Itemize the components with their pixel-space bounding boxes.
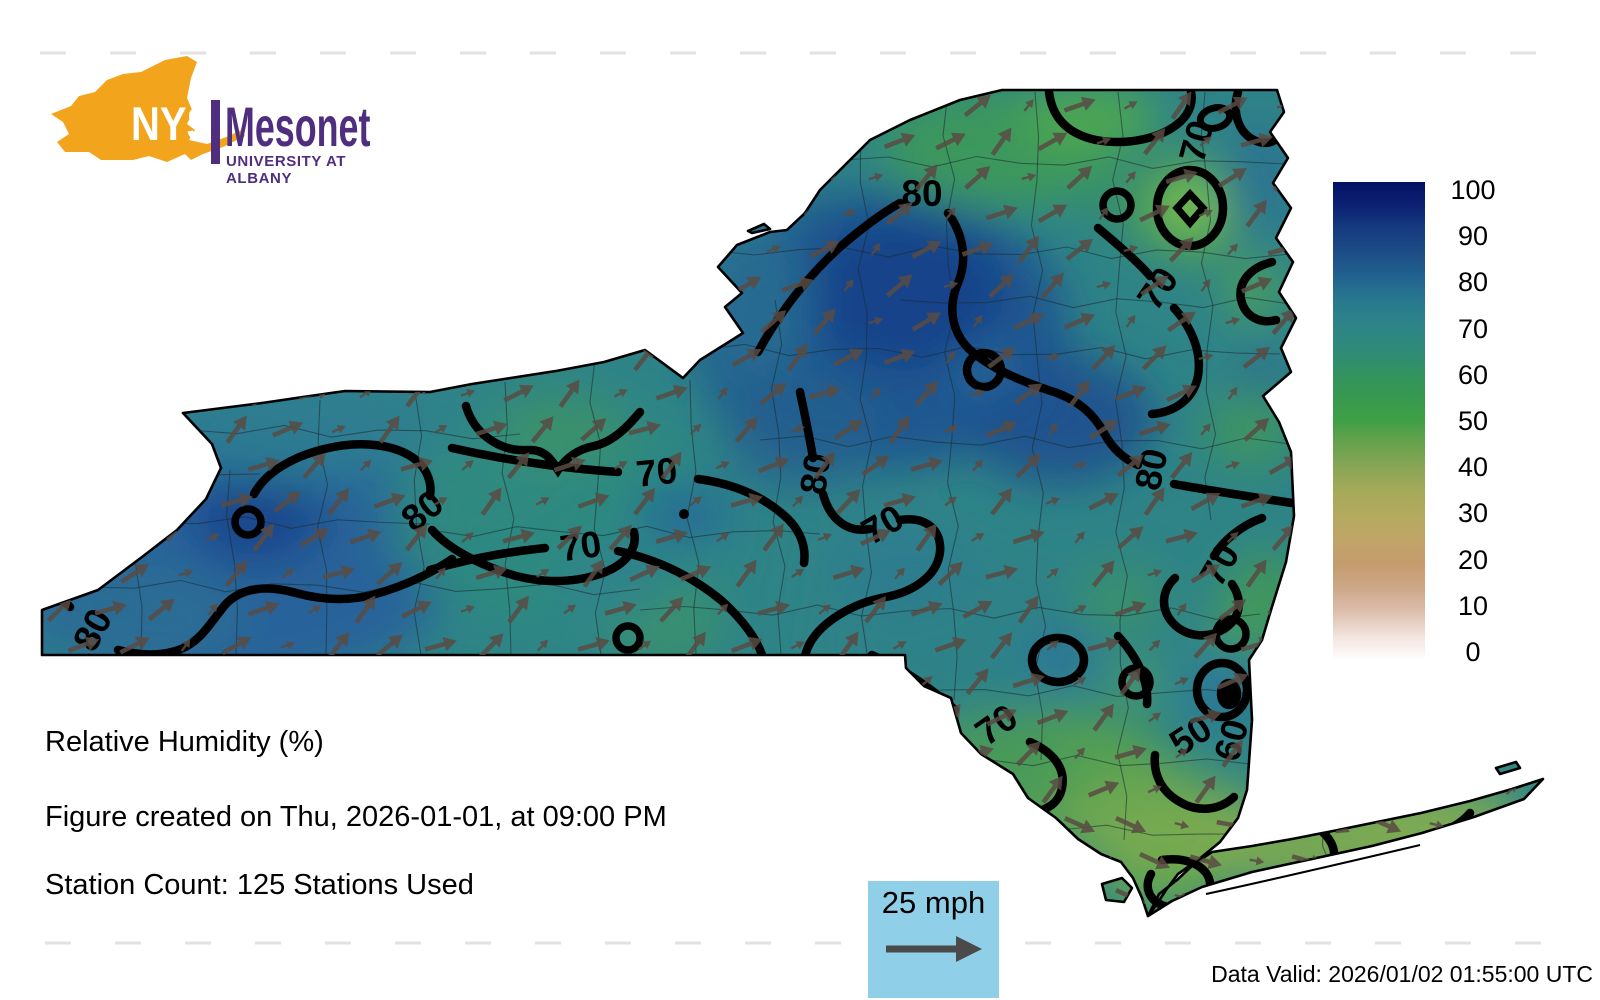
colorbar-tick-label: 20: [1457, 544, 1489, 575]
nys-mesonet-logo: NYS Mesonet UNIVERSITY AT ALBANY: [45, 50, 415, 200]
colorbar: [1333, 182, 1425, 660]
colorbar-tick-label: 0: [1465, 637, 1481, 667]
colorbar-tick-label: 70: [1457, 313, 1489, 344]
colorbar-tick-label: 10: [1457, 590, 1489, 621]
station-count-line: Station Count: 125 Stations Used: [45, 869, 474, 901]
wind-reference-arrow-icon: [886, 936, 982, 962]
colorbar-tick-label: 60: [1457, 359, 1489, 390]
figure-created-line: Figure created on Thu, 2026-01-01, at 09…: [45, 801, 667, 833]
colorbar-tick-label: 40: [1457, 452, 1489, 483]
wind-speed-label: 25 mph: [881, 885, 986, 920]
logo-nys-text: NYS: [131, 97, 214, 150]
county-boundaries: [42, 91, 1330, 863]
logo-subtitle: UNIVERSITY AT ALBANY: [226, 153, 347, 187]
colorbar-tick-label: 80: [1457, 267, 1489, 298]
colorbar-tick-label: 50: [1457, 406, 1489, 436]
logo-mesonet-text: Mesonet: [225, 95, 371, 158]
colorbar-tick-label: 90: [1457, 221, 1489, 252]
data-valid-timestamp: Data Valid: 2026/01/02 01:55:00 UTC: [1211, 961, 1593, 987]
wind-speed-legend: 25 mph: [868, 881, 999, 998]
colorbar-tick-label: 30: [1457, 498, 1489, 529]
logo-divider-bar: [211, 100, 220, 164]
barrier-island-line: [1205, 844, 1421, 895]
parameter-title: Relative Humidity (%): [45, 726, 324, 758]
contour-label: 70: [557, 523, 603, 569]
colorbar-tick-label: 100: [1450, 175, 1496, 205]
contour-label: 80: [1127, 445, 1176, 494]
ny-state-logo-icon: [51, 56, 245, 162]
